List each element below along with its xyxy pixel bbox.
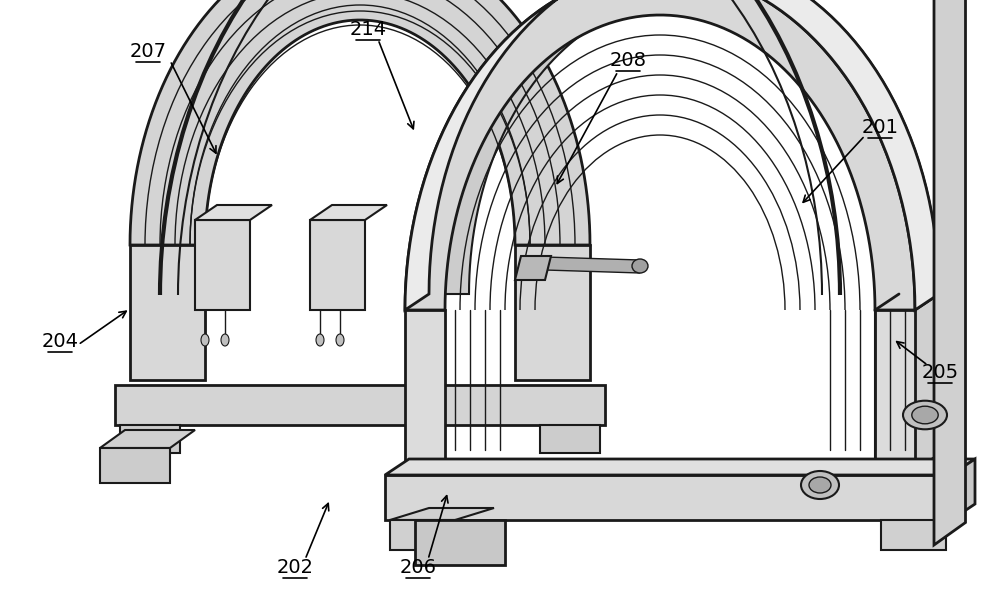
Polygon shape — [875, 310, 915, 470]
Bar — [390, 520, 455, 550]
Bar — [115, 385, 605, 425]
Text: 208: 208 — [610, 51, 646, 70]
Ellipse shape — [809, 477, 831, 493]
Bar — [415, 520, 505, 565]
Ellipse shape — [316, 334, 324, 346]
Bar — [540, 425, 600, 453]
Ellipse shape — [201, 334, 209, 346]
Bar — [385, 475, 935, 520]
Ellipse shape — [912, 406, 938, 424]
Polygon shape — [429, 0, 939, 294]
Text: 214: 214 — [349, 19, 387, 39]
Text: 202: 202 — [276, 558, 314, 577]
Polygon shape — [405, 0, 915, 310]
Ellipse shape — [632, 259, 648, 273]
Polygon shape — [951, 459, 975, 520]
Bar — [881, 520, 946, 550]
Polygon shape — [390, 508, 494, 520]
Polygon shape — [515, 256, 551, 280]
Text: 206: 206 — [400, 558, 436, 577]
Polygon shape — [405, 310, 445, 470]
Text: 204: 204 — [42, 332, 78, 352]
Polygon shape — [405, 0, 939, 310]
Text: 201: 201 — [862, 117, 898, 137]
Polygon shape — [515, 245, 590, 380]
Polygon shape — [100, 430, 195, 448]
Polygon shape — [310, 205, 387, 220]
Bar — [310, 220, 365, 310]
Polygon shape — [875, 294, 899, 470]
Polygon shape — [385, 459, 975, 475]
Text: 205: 205 — [921, 362, 959, 382]
Polygon shape — [545, 257, 640, 273]
Polygon shape — [195, 205, 272, 220]
Polygon shape — [934, 0, 966, 545]
Polygon shape — [915, 294, 939, 470]
Bar — [120, 425, 180, 453]
Polygon shape — [130, 245, 205, 380]
Ellipse shape — [336, 334, 344, 346]
Ellipse shape — [221, 334, 229, 346]
Bar — [195, 220, 250, 310]
Bar — [100, 448, 170, 483]
Ellipse shape — [801, 471, 839, 499]
Ellipse shape — [903, 401, 947, 430]
Text: 207: 207 — [130, 42, 166, 61]
Polygon shape — [130, 0, 590, 245]
